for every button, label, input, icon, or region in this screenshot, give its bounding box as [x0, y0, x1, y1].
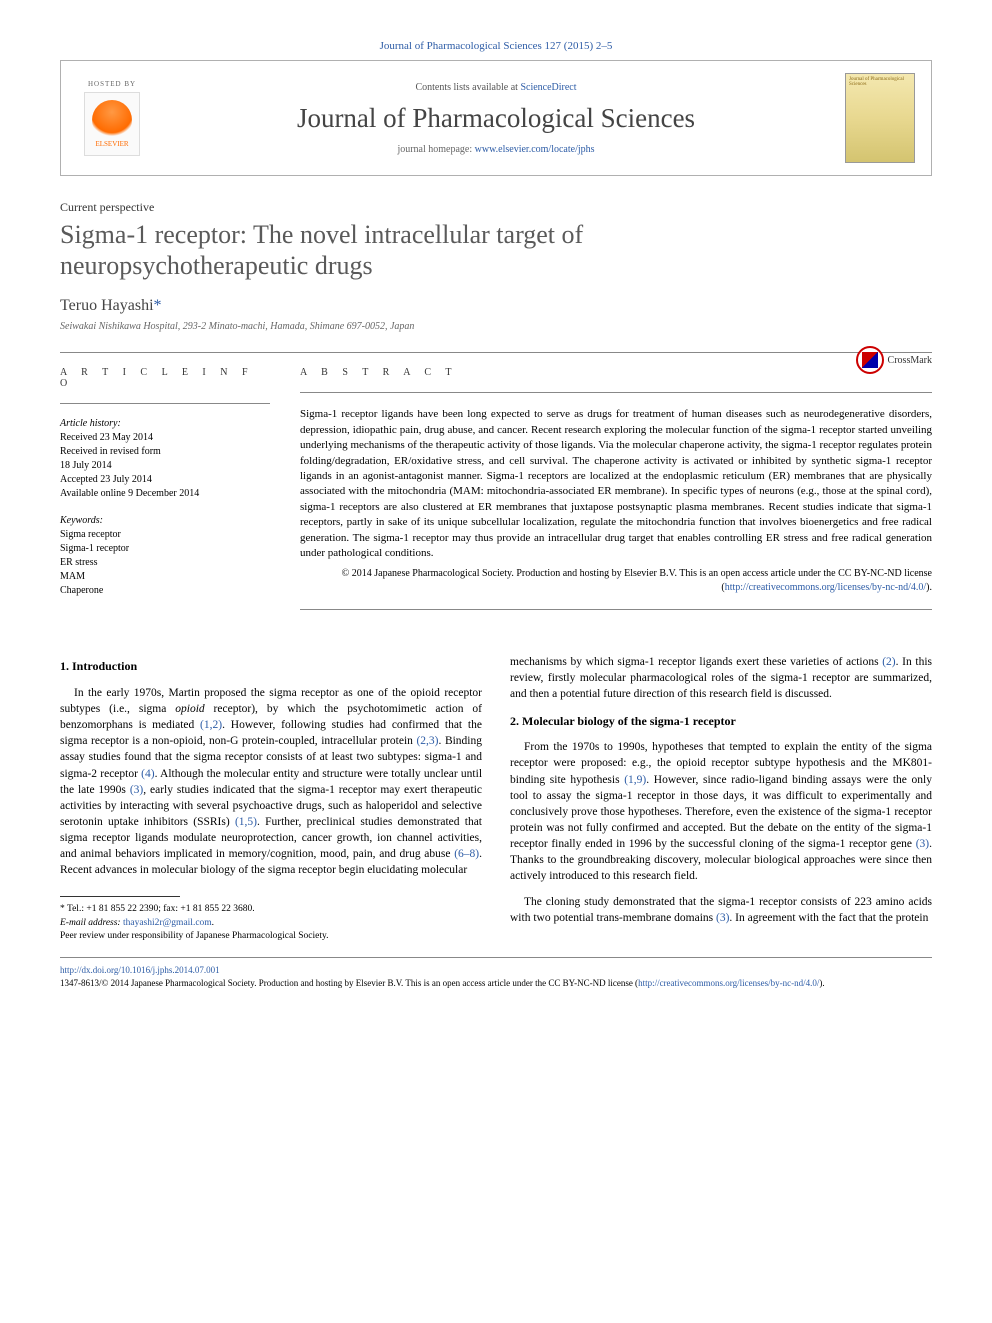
- abstract-column: A B S T R A C T Sigma-1 receptor ligands…: [300, 367, 932, 624]
- journal-name: Journal of Pharmacological Sciences: [147, 103, 845, 134]
- issn-copyright-text: 1347-8613/© 2014 Japanese Pharmacologica…: [60, 978, 638, 988]
- citation-link[interactable]: (2,3): [416, 735, 438, 747]
- section-1-continuation: mechanisms by which sigma-1 receptor lig…: [510, 654, 932, 702]
- email-suffix: .: [212, 918, 214, 928]
- crossmark-label: CrossMark: [888, 355, 932, 366]
- body-column-left: 1. Introduction In the early 1970s, Mart…: [60, 654, 482, 943]
- history-line: Available online 9 December 2014: [60, 487, 270, 501]
- history-line: Accepted 23 July 2014: [60, 473, 270, 487]
- header-center: Contents lists available at ScienceDirec…: [147, 82, 845, 155]
- article-info-heading: A R T I C L E I N F O: [60, 367, 270, 389]
- doi-link[interactable]: http://dx.doi.org/10.1016/j.jphs.2014.07…: [60, 965, 220, 975]
- abstract-heading: A B S T R A C T: [300, 367, 932, 378]
- contents-prefix: Contents lists available at: [415, 82, 520, 93]
- body-text: . In agreement with the fact that the pr…: [729, 912, 928, 924]
- author-affiliation: Seiwakai Nishikawa Hospital, 293-2 Minat…: [60, 321, 932, 332]
- license-link[interactable]: http://creativecommons.org/licenses/by-n…: [725, 582, 926, 593]
- footnote-email: E-mail address: thayashi2r@gmail.com.: [60, 917, 482, 930]
- citation-link[interactable]: (3): [130, 784, 143, 796]
- section-1-heading: 1. Introduction: [60, 658, 482, 675]
- keyword: Sigma-1 receptor: [60, 542, 270, 556]
- issn-close: ).: [819, 978, 824, 988]
- citation-link[interactable]: (3): [716, 912, 729, 924]
- journal-cover-thumbnail: Journal of Pharmacological Sciences: [845, 73, 915, 163]
- keywords-block: Keywords: Sigma receptor Sigma-1 recepto…: [60, 515, 270, 598]
- body-columns: 1. Introduction In the early 1970s, Mart…: [60, 654, 932, 943]
- article-history-block: Article history: Received 23 May 2014 Re…: [60, 418, 270, 501]
- keyword: Sigma receptor: [60, 528, 270, 542]
- crossmark-icon: [856, 346, 884, 374]
- citation-link[interactable]: (2): [882, 656, 895, 668]
- section-2-heading: 2. Molecular biology of the sigma-1 rece…: [510, 713, 932, 730]
- body-text: mechanisms by which sigma-1 receptor lig…: [510, 656, 882, 668]
- section-2-paragraph-2: The cloning study demonstrated that the …: [510, 894, 932, 926]
- history-label: Article history:: [60, 418, 270, 429]
- email-link[interactable]: thayashi2r@gmail.com: [123, 918, 212, 928]
- history-line: 18 July 2014: [60, 459, 270, 473]
- author-name: Teruo Hayashi*: [60, 297, 932, 315]
- crossmark-badge[interactable]: CrossMark: [856, 346, 932, 374]
- section-1-paragraph-1: In the early 1970s, Martin proposed the …: [60, 685, 482, 878]
- citation-link[interactable]: (1,5): [235, 816, 257, 828]
- elsevier-tree-icon: [92, 100, 132, 140]
- section-2-paragraph-1: From the 1970s to 1990s, hypotheses that…: [510, 739, 932, 884]
- journal-reference: Journal of Pharmacological Sciences 127 …: [60, 40, 932, 52]
- citation-link[interactable]: (1,9): [624, 774, 646, 786]
- abstract-bottom-rule: [300, 609, 932, 610]
- keyword: Chaperone: [60, 584, 270, 598]
- citation-link[interactable]: (6–8): [454, 848, 479, 860]
- keyword: MAM: [60, 570, 270, 584]
- author-text: Teruo Hayashi: [60, 297, 154, 314]
- citation-link[interactable]: (1,2): [200, 719, 222, 731]
- homepage-line: journal homepage: www.elsevier.com/locat…: [147, 144, 845, 155]
- footnote-peer-review: Peer review under responsibility of Japa…: [60, 930, 482, 943]
- article-info-column: A R T I C L E I N F O Article history: R…: [60, 367, 270, 624]
- footer-separator: [60, 957, 932, 958]
- elsevier-logo: ELSEVIER: [84, 92, 140, 156]
- separator-rule: [60, 352, 932, 353]
- abstract-copyright: © 2014 Japanese Pharmacological Society.…: [300, 567, 932, 595]
- hosted-by-label: HOSTED BY: [88, 80, 136, 88]
- corresponding-author-star: *: [154, 297, 162, 314]
- info-rule: [60, 403, 270, 404]
- elsevier-column: HOSTED BY ELSEVIER: [77, 80, 147, 156]
- footnote-tel: * Tel.: +1 81 855 22 2390; fax: +1 81 85…: [60, 903, 482, 916]
- homepage-prefix: journal homepage:: [397, 144, 474, 155]
- contents-lists-line: Contents lists available at ScienceDirec…: [147, 82, 845, 93]
- citation-link[interactable]: (4): [141, 768, 154, 780]
- keywords-label: Keywords:: [60, 515, 270, 526]
- sciencedirect-link[interactable]: ScienceDirect: [520, 82, 576, 93]
- info-abstract-row: A R T I C L E I N F O Article history: R…: [60, 367, 932, 624]
- copyright-close: ).: [926, 582, 932, 593]
- email-label: E-mail address:: [60, 918, 123, 928]
- footer-block: http://dx.doi.org/10.1016/j.jphs.2014.07…: [60, 964, 932, 989]
- journal-header-box: HOSTED BY ELSEVIER Contents lists availa…: [60, 60, 932, 176]
- keyword: ER stress: [60, 556, 270, 570]
- citation-link[interactable]: (3): [916, 838, 929, 850]
- abstract-text: Sigma-1 receptor ligands have been long …: [300, 407, 932, 561]
- elsevier-text: ELSEVIER: [95, 140, 128, 148]
- history-line: Received in revised form: [60, 445, 270, 459]
- footnote-separator: [60, 896, 180, 897]
- abstract-rule: [300, 392, 932, 393]
- homepage-link[interactable]: www.elsevier.com/locate/jphs: [475, 144, 595, 155]
- article-type: Current perspective: [60, 200, 932, 215]
- body-column-right: mechanisms by which sigma-1 receptor lig…: [510, 654, 932, 943]
- italic-text: opioid: [175, 703, 204, 715]
- footer-license-link[interactable]: http://creativecommons.org/licenses/by-n…: [638, 978, 819, 988]
- article-title: Sigma-1 receptor: The novel intracellula…: [60, 219, 780, 281]
- history-line: Received 23 May 2014: [60, 431, 270, 445]
